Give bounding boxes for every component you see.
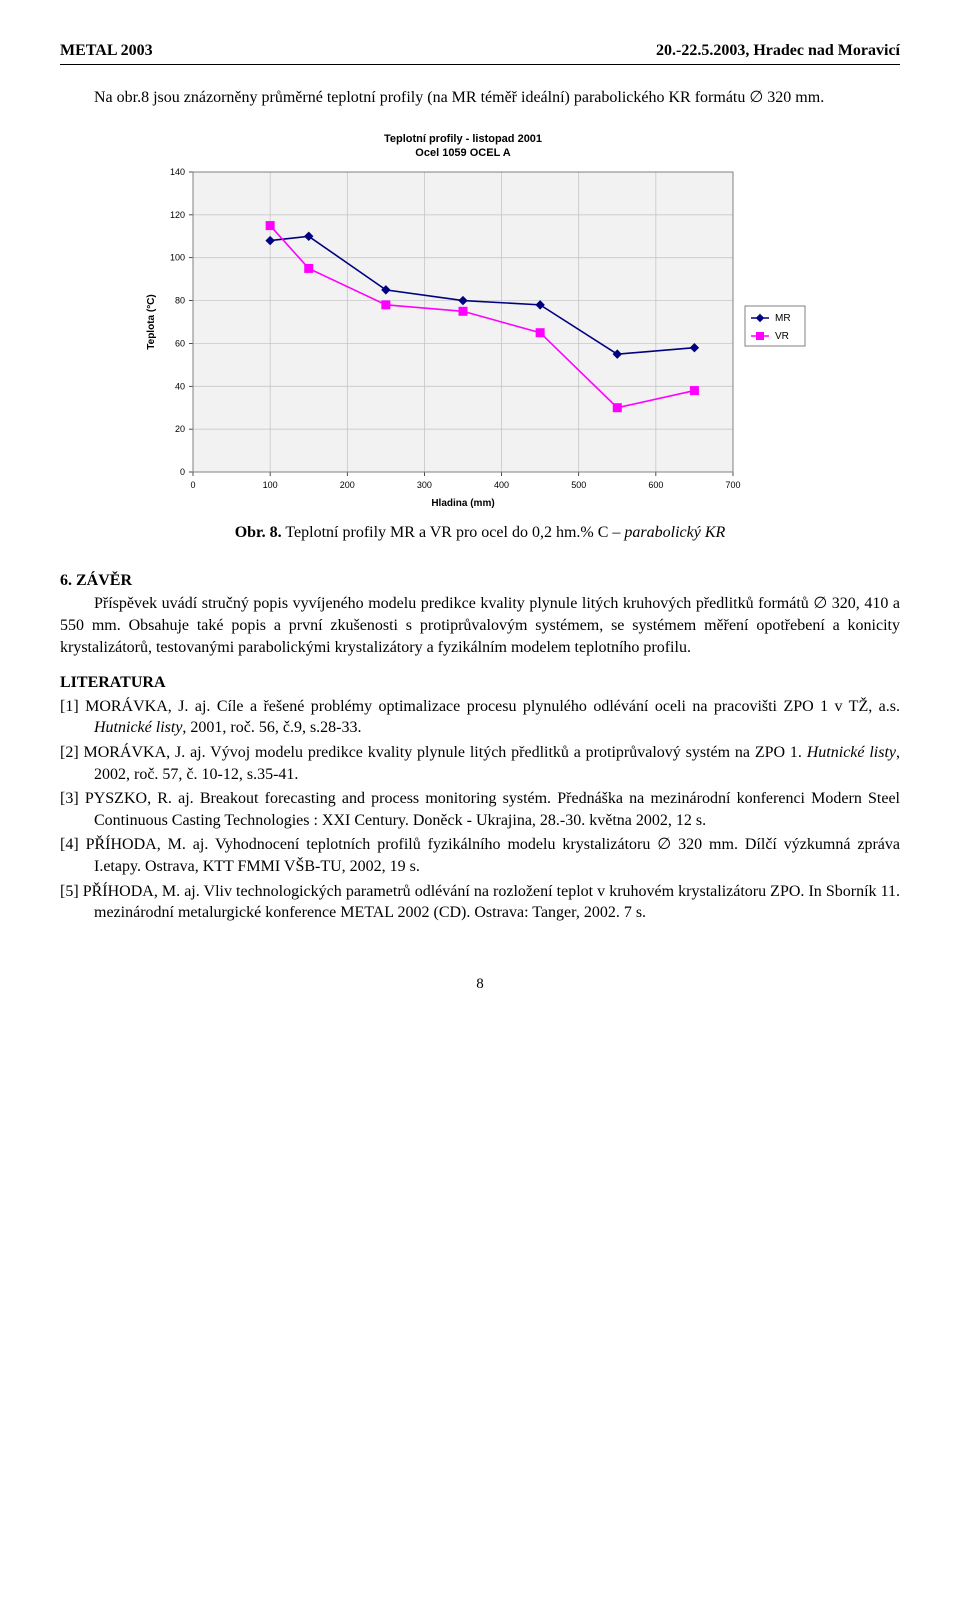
svg-text:Hladina (mm): Hladina (mm)	[431, 498, 494, 509]
svg-text:300: 300	[416, 480, 431, 490]
section-6-title: 6. ZÁVĚR	[60, 570, 900, 592]
svg-text:500: 500	[571, 480, 586, 490]
svg-text:VR: VR	[775, 331, 789, 342]
svg-text:60: 60	[174, 339, 184, 349]
page-number: 8	[60, 974, 900, 994]
intro-paragraph: Na obr.8 jsou znázorněny průměrné teplot…	[60, 87, 900, 109]
reference-item: [1] MORÁVKA, J. aj. Cíle a řešené problé…	[60, 696, 900, 739]
svg-text:0: 0	[179, 467, 184, 477]
section-6-body: Příspěvek uvádí stručný popis vyvíjeného…	[60, 593, 900, 658]
reference-item: [2] MORÁVKA, J. aj. Vývoj modelu predikc…	[60, 742, 900, 785]
svg-text:700: 700	[725, 480, 740, 490]
svg-text:0: 0	[190, 480, 195, 490]
reference-list: [1] MORÁVKA, J. aj. Cíle a řešené problé…	[60, 696, 900, 924]
svg-text:140: 140	[169, 167, 184, 177]
svg-text:200: 200	[339, 480, 354, 490]
page-header: METAL 2003 20.-22.5.2003, Hradec nad Mor…	[60, 40, 900, 65]
svg-text:Teplota (°C): Teplota (°C)	[146, 294, 157, 349]
chart-container: 0 100 200 300 400 500 600 700 0 20 40 60 80 100 120 140…	[60, 126, 900, 516]
svg-text:Teplotní profily - listopad 20: Teplotní profily - listopad 2001	[383, 133, 541, 145]
svg-text:MR: MR	[775, 313, 791, 324]
header-right: 20.-22.5.2003, Hradec nad Moravicí	[656, 40, 900, 62]
reference-item: [5] PŘÍHODA, M. aj. Vliv technologických…	[60, 881, 900, 924]
svg-text:400: 400	[494, 480, 509, 490]
svg-text:20: 20	[174, 424, 184, 434]
svg-text:100: 100	[169, 253, 184, 263]
svg-text:40: 40	[174, 381, 184, 391]
caption-label: Obr. 8.	[235, 524, 282, 541]
figure-caption: Obr. 8. Teplotní profily MR a VR pro oce…	[60, 522, 900, 544]
svg-text:Ocel 1059 OCEL A: Ocel 1059 OCEL A	[415, 147, 510, 159]
svg-text:600: 600	[648, 480, 663, 490]
literature-title: LITERATURA	[60, 672, 900, 694]
teplotni-profily-chart: 0 100 200 300 400 500 600 700 0 20 40 60 80 100 120 140…	[138, 126, 823, 516]
svg-text:100: 100	[262, 480, 277, 490]
header-left: METAL 2003	[60, 40, 153, 62]
svg-text:120: 120	[169, 210, 184, 220]
caption-text: Teplotní profily MR a VR pro ocel do 0,2…	[282, 524, 625, 541]
reference-item: [3] PYSZKO, R. aj. Breakout forecasting …	[60, 788, 900, 831]
caption-italic: parabolický KR	[624, 524, 725, 541]
reference-item: [4] PŘÍHODA, M. aj. Vyhodnocení teplotní…	[60, 834, 900, 877]
svg-text:80: 80	[174, 296, 184, 306]
